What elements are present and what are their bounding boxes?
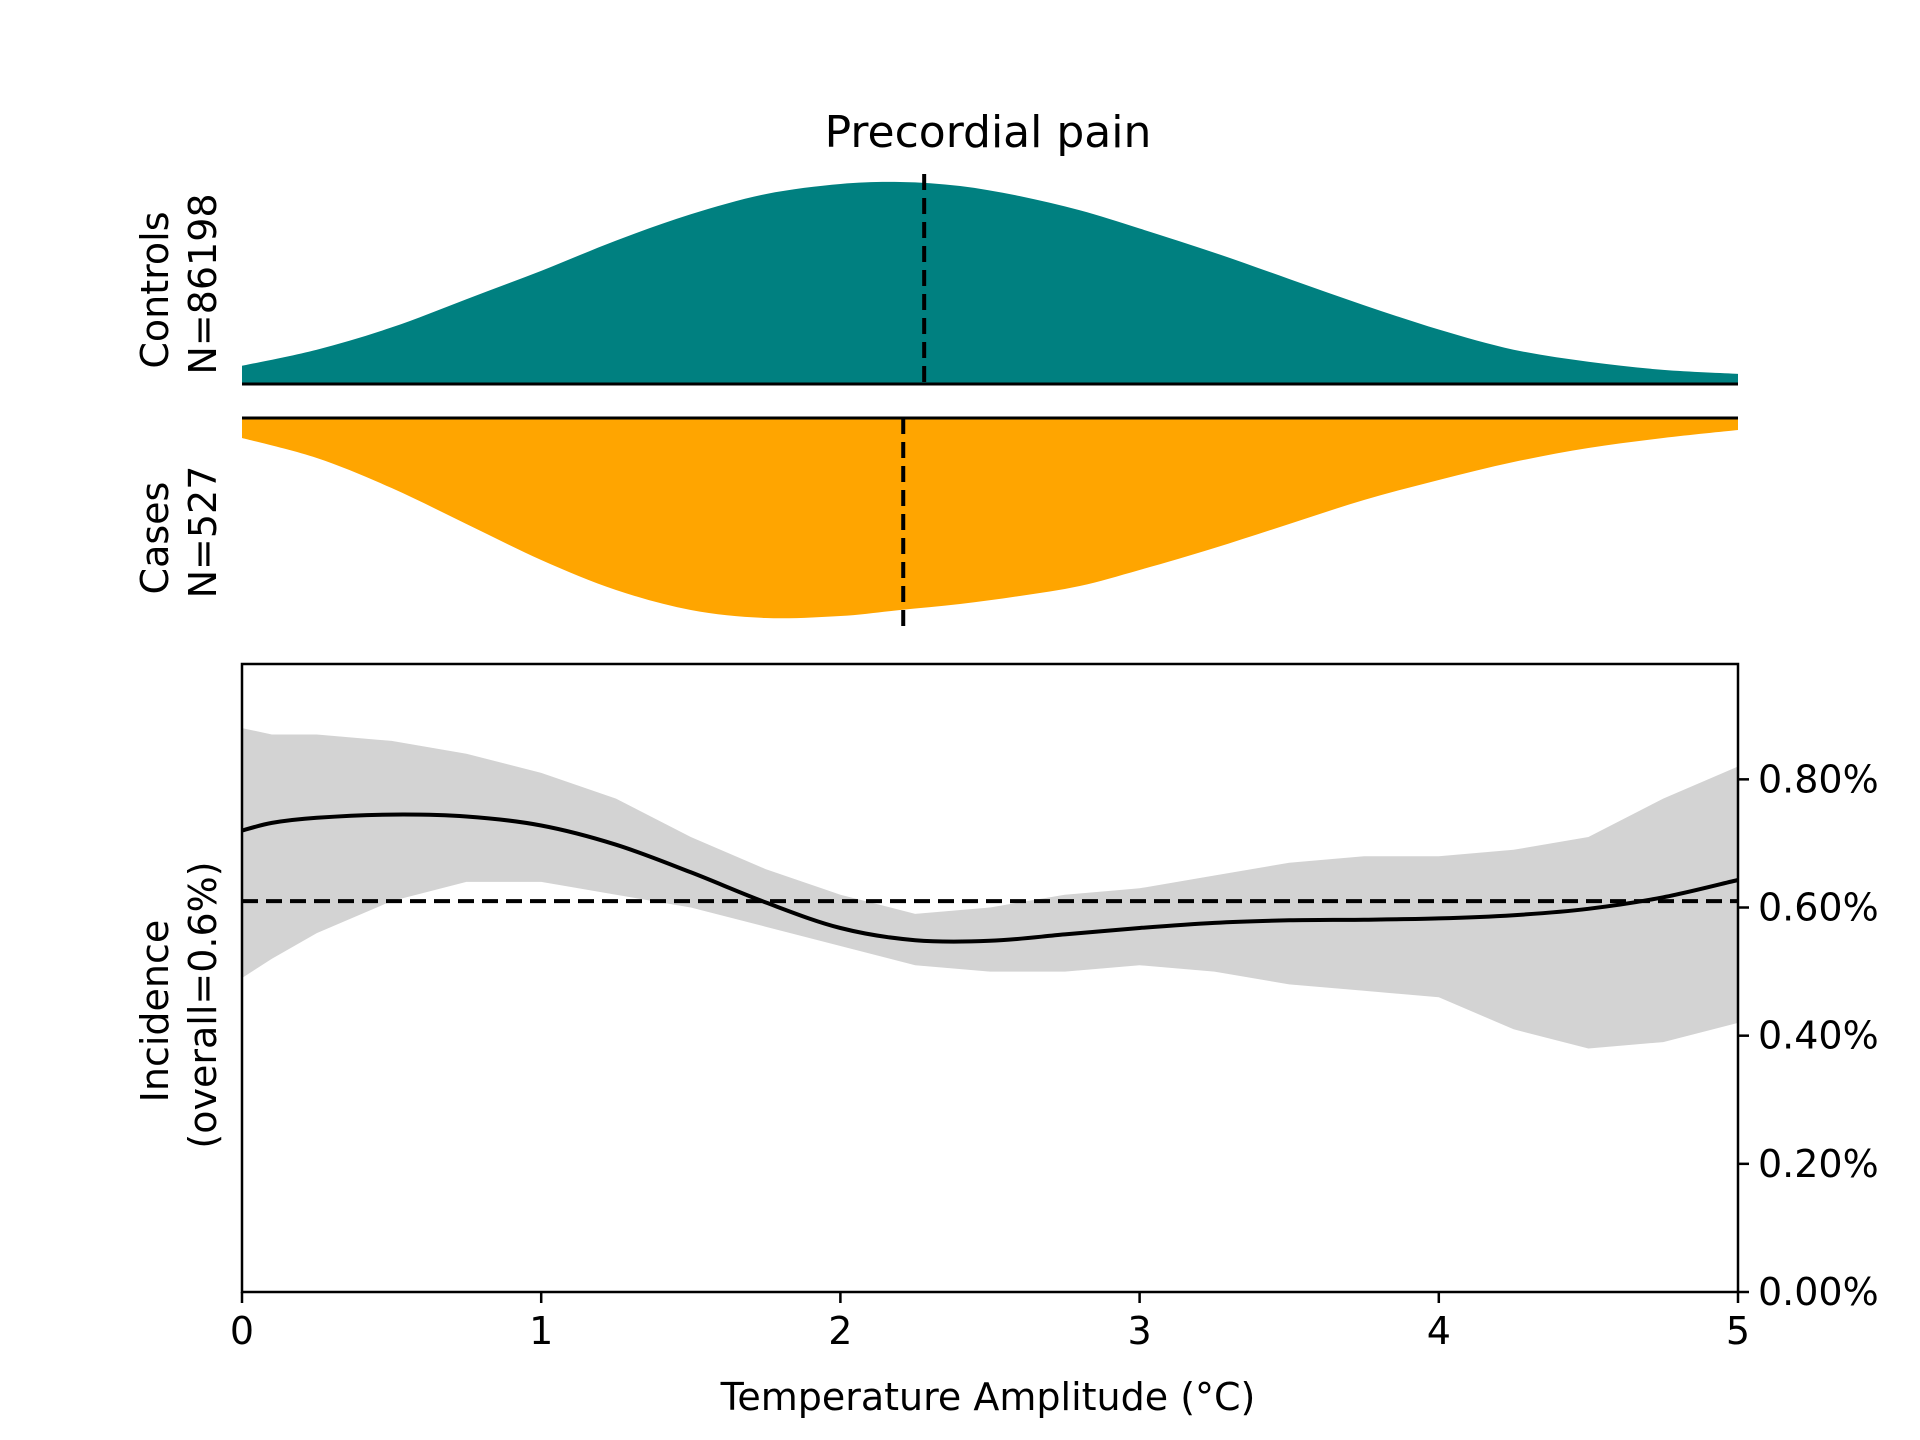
x-axis-label: Temperature Amplitude (°C) [720,1375,1256,1419]
x-axis-ticks: 0 1 2 3 4 5 [230,1292,1750,1353]
incidence-label: Incidence [133,920,177,1103]
controls-label: Controls [133,211,177,368]
x-tick-label: 0 [230,1309,254,1353]
controls-count: N=86198 [181,193,225,374]
incidence-line [241,812,1739,944]
chart-title: Precordial pain [825,107,1152,158]
x-tick-label: 4 [1427,1309,1451,1353]
incidence-ylabel: Incidence (overall=0.6%) [133,861,225,1148]
x-tick-label: 3 [1128,1309,1152,1353]
incidence-panel: 0 1 2 3 4 5 0.00% 0.20% 0.40% 0.60% 0.80% Tempera… [133,662,1879,1419]
x-tick-label: 5 [1726,1309,1750,1353]
y-tick-label: 0.80% [1758,757,1879,801]
cases-count: N=527 [181,466,225,599]
y-tick-label: 0.40% [1758,1014,1879,1058]
x-tick-label: 1 [529,1309,553,1353]
y-tick-label: 0.20% [1758,1142,1879,1186]
controls-ylabel: Controls N=86198 [133,193,225,374]
cases-label: Cases [133,482,177,595]
cases-panel: Cases N=527 [133,416,1738,628]
y-axis-ticks: 0.00% 0.20% 0.40% 0.60% 0.80% [1738,757,1879,1314]
cases-ylabel: Cases N=527 [133,466,225,599]
plot-frame [240,662,1740,1294]
controls-density-area [242,181,1738,384]
confidence-band [242,728,1738,1049]
x-tick-label: 2 [828,1309,852,1353]
y-tick-label: 0.60% [1758,886,1879,930]
y-tick-label: 0.00% [1758,1270,1879,1314]
incidence-overall-label: (overall=0.6%) [181,861,225,1148]
controls-panel: Controls N=86198 [133,174,1738,386]
cases-density-area [242,418,1738,619]
